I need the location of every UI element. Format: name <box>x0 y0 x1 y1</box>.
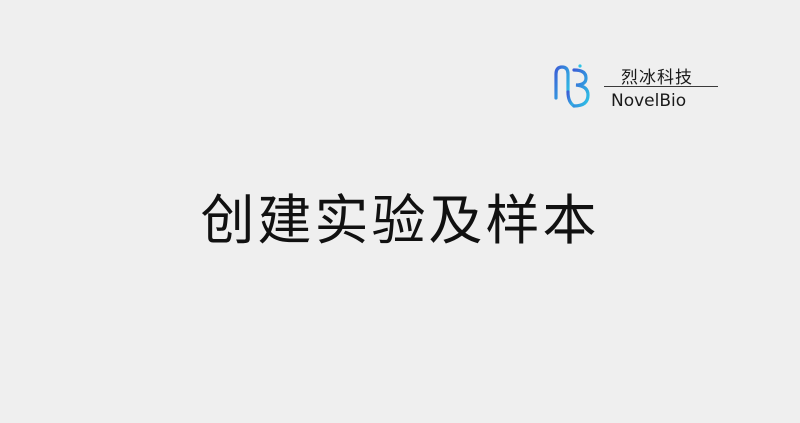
brand-name-chinese: 烈冰科技 <box>621 68 693 88</box>
novelbio-logo-icon <box>554 64 590 108</box>
slide-title: 创建实验及样本 <box>200 189 600 252</box>
brand-divider <box>604 86 718 87</box>
brand-logo: 烈冰科技 NovelBio <box>552 60 722 120</box>
brand-name-english: NovelBio <box>611 91 687 111</box>
